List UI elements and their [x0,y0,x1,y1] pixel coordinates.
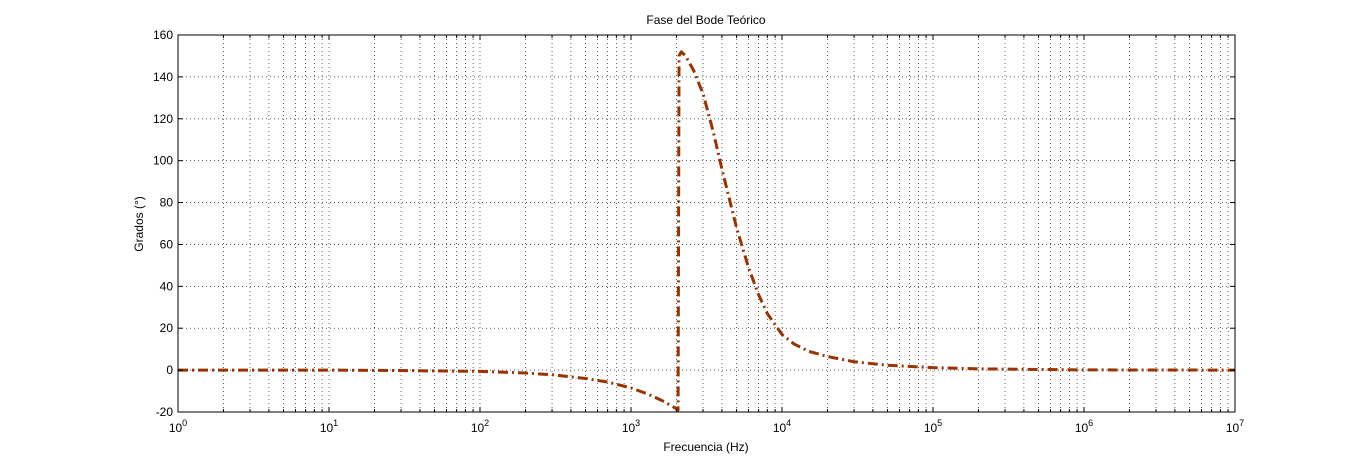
chart-title: Fase del Bode Teórico [646,13,766,27]
series-1-line [178,50,1236,412]
y-tick-label: 100 [153,154,173,168]
x-tick-label: 101 [320,418,338,435]
y-tick-label: 60 [160,237,174,251]
y-axis-label: Grados (°) [132,196,146,251]
x-tick-label: 104 [773,418,791,435]
x-tick-label: 107 [1226,418,1244,435]
x-tick-label: 100 [169,418,187,435]
axes: -20 0 20 40 60 80 100 120 140 160 100 101 102 103 104 1… [153,28,1244,435]
x-tick-label: 106 [1075,418,1093,435]
y-tick-label: -20 [156,405,174,419]
x-tick-label: 105 [924,418,942,435]
y-tick-label: 120 [153,112,173,126]
y-tick-label: 80 [160,196,174,210]
y-tick-label: 140 [153,70,173,84]
y-tick-label: 40 [160,279,174,293]
y-tick-label: 160 [153,28,173,42]
x-axis-label: Frecuencia (Hz) [663,440,748,454]
x-tick-label: 102 [471,418,489,435]
series-layer [178,50,1236,412]
x-tick-label: 103 [622,418,640,435]
plot-area-frame [177,34,1236,413]
y-tick-label: 20 [160,321,174,335]
y-tick-label: 0 [166,363,173,377]
